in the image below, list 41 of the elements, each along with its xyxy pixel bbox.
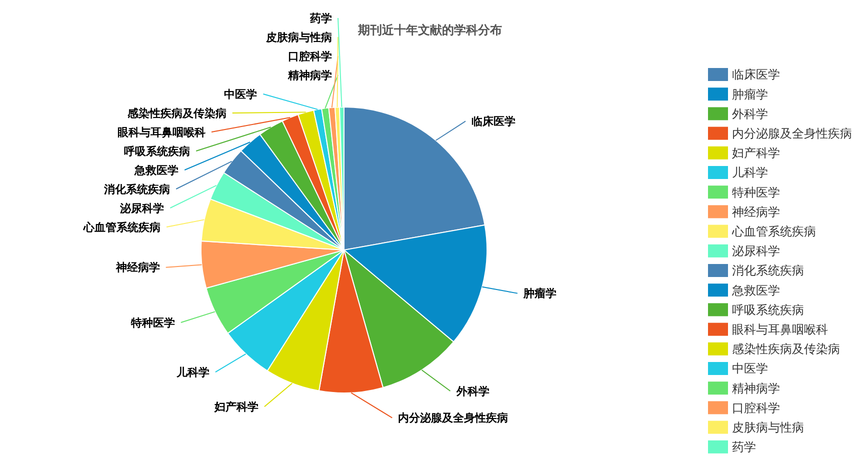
legend-label: 急救医学 [731,283,780,298]
slice-label: 肿瘤学 [522,287,556,300]
legend-label: 内分泌腺及全身性疾病 [732,126,852,140]
slice-label: 口腔科学 [288,50,332,63]
legend-label: 泌尿科学 [732,244,780,258]
legend-label: 临床医学 [732,68,780,82]
slice-label: 精神病学 [287,68,332,82]
slice-label: 急救医学 [134,164,179,177]
legend-label: 妇产科学 [732,146,780,160]
legend-label: 特种医学 [732,185,780,200]
legend-label: 心血管系统疾病 [731,224,816,238]
legend-label: 肿瘤学 [732,87,768,102]
legend-label: 儿科学 [732,166,768,180]
legend-label: 精神病学 [732,381,780,396]
slice-label: 儿科学 [175,366,210,379]
slice-label: 消化系统疾病 [103,182,170,196]
slice-label: 药学 [309,12,332,25]
slice-label: 眼科与耳鼻咽喉科 [117,126,206,139]
legend-label: 消化系统疾病 [732,264,804,278]
text: 期刊近十年文献的学科分布 [357,23,502,37]
slice-label: 特种医学 [130,316,175,330]
slice-label: 心血管系统疾病 [82,220,161,234]
legend-label: 外科学 [732,106,768,121]
slice-label: 感染性疾病及传染病 [126,106,226,120]
slice-label: 皮肤病与性病 [265,30,332,44]
legend-label: 感染性疾病及传染病 [732,342,840,356]
slice-label: 内分泌腺及全身性疾病 [398,412,508,425]
legend-label: 口腔科学 [732,400,780,415]
slice-label: 中医学 [224,88,258,101]
slice-label: 呼吸系统疾病 [124,144,190,158]
legend-label: 神经病学 [732,204,780,219]
legend-label: 中医学 [732,362,768,376]
slice-label: 外科学 [455,384,490,398]
slice-label: 妇产科学 [213,400,258,414]
legend-label: 眼科与耳鼻咽喉科 [732,322,828,336]
slice-label: 临床医学 [472,115,516,128]
legend-label: 药学 [732,440,756,454]
slice-label: 神经病学 [114,261,160,274]
legend-label: 呼吸系统疾病 [732,302,804,317]
legend-label: 皮肤病与性病 [732,420,804,434]
slice-label: 泌尿科学 [119,202,164,215]
